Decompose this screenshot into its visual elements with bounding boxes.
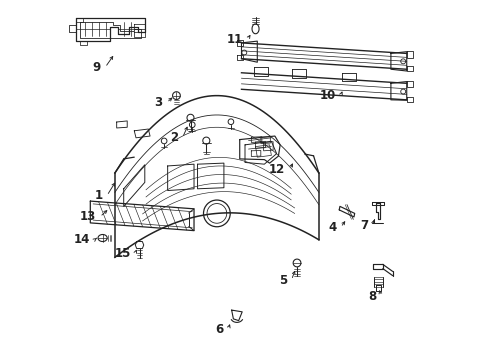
- Text: 4: 4: [328, 221, 337, 234]
- Text: 1: 1: [95, 189, 102, 202]
- Text: 12: 12: [269, 163, 286, 176]
- Text: 11: 11: [227, 33, 243, 46]
- Text: 8: 8: [368, 289, 377, 302]
- Text: 7: 7: [360, 219, 368, 232]
- Text: 14: 14: [74, 233, 90, 246]
- Text: 9: 9: [93, 61, 101, 74]
- Text: 10: 10: [320, 89, 337, 102]
- Text: 13: 13: [79, 210, 96, 224]
- Text: 15: 15: [114, 247, 131, 260]
- Text: 3: 3: [154, 96, 162, 109]
- Text: 2: 2: [170, 131, 178, 144]
- Text: 6: 6: [216, 323, 224, 336]
- Text: 5: 5: [279, 274, 287, 287]
